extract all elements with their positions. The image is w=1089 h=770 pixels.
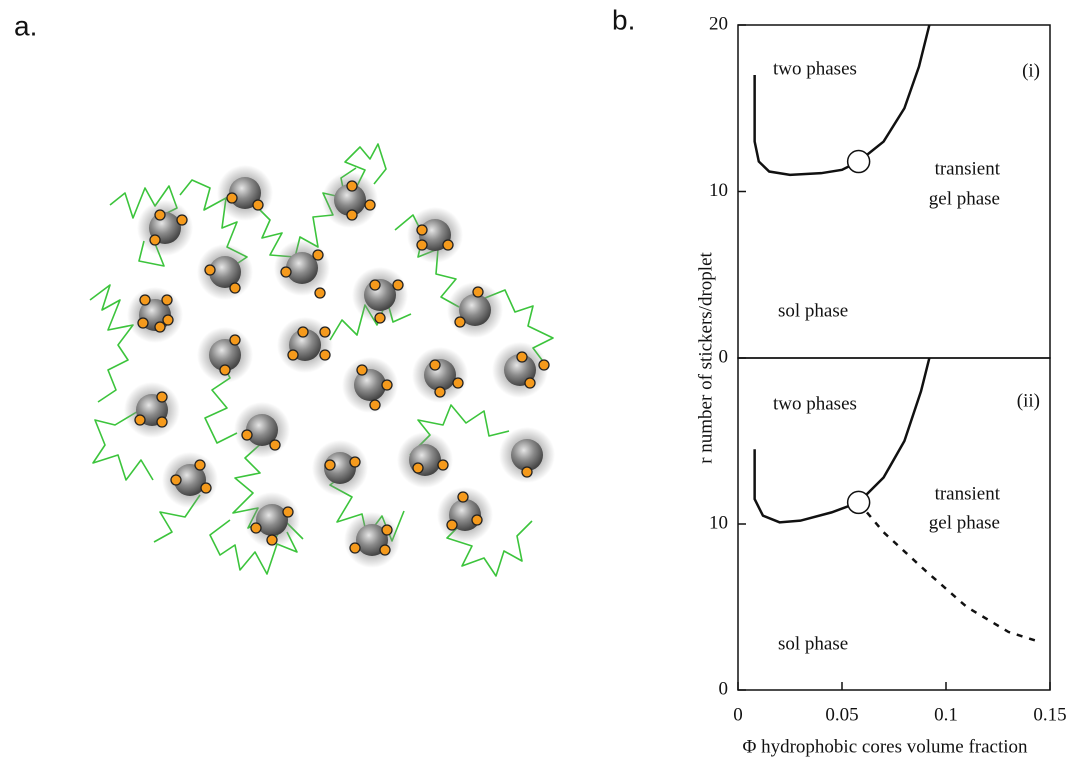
- y-tick-label: 0: [719, 346, 729, 367]
- annotation: two phases: [773, 58, 857, 79]
- annotation: sol phase: [778, 633, 848, 654]
- x-tick-label: 0: [733, 704, 743, 725]
- annotation: two phases: [773, 393, 857, 414]
- critical-point: [846, 149, 871, 174]
- network-illustration: [89, 143, 555, 577]
- panel-label: b.: [612, 4, 635, 35]
- y-tick-label: 20: [709, 13, 728, 34]
- annotation: gel phase: [929, 512, 1000, 533]
- y-tick-label: 0: [719, 678, 729, 699]
- x-tick-label: 0.05: [825, 704, 858, 725]
- annotation: (ii): [1017, 390, 1040, 411]
- annotation: sol phase: [778, 300, 848, 321]
- phase-boundary: [753, 357, 931, 524]
- y-tick-label: 10: [709, 180, 728, 201]
- annotation: gel phase: [929, 188, 1000, 209]
- y-tick-label: 10: [709, 512, 728, 533]
- annotation: transient: [935, 158, 1001, 179]
- x-axis-label: Φ hydrophobic cores volume fraction: [742, 736, 1028, 757]
- phase-boundary: [753, 24, 931, 177]
- panel-label: a.: [14, 10, 37, 41]
- x-tick-label: 0.1: [934, 704, 958, 725]
- critical-point: [846, 490, 871, 515]
- y-axis-label: r number of stickers/droplet: [695, 251, 716, 463]
- x-tick-label: 0.15: [1033, 704, 1066, 725]
- annotation: (i): [1022, 60, 1040, 81]
- annotation: transient: [935, 483, 1001, 504]
